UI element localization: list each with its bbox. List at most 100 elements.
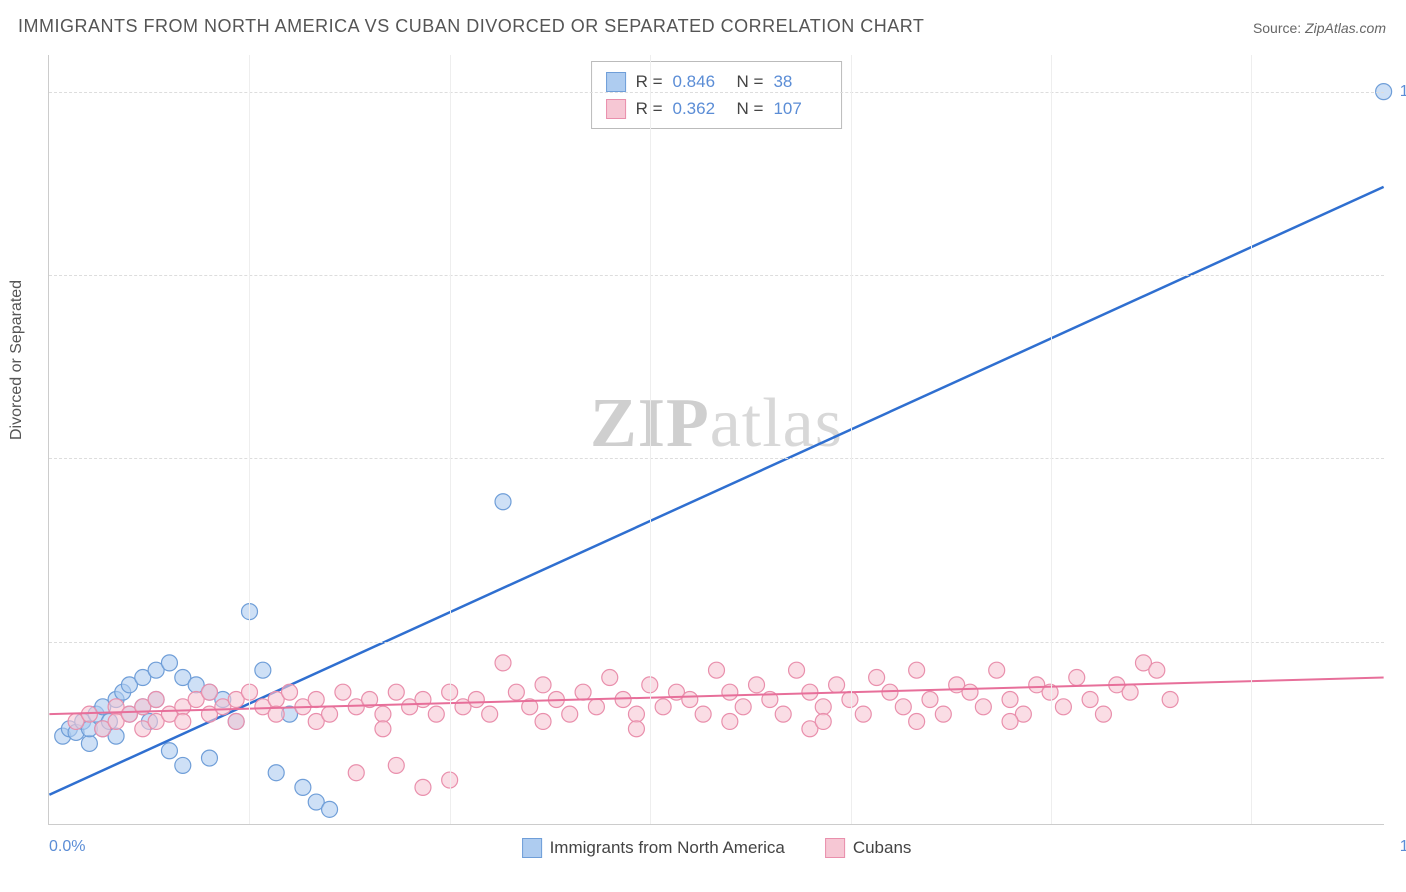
data-point [855, 706, 871, 722]
bottom-legend: Immigrants from North America Cubans [522, 838, 912, 858]
data-point [375, 721, 391, 737]
data-point [1002, 692, 1018, 708]
r-value-1: 0.362 [673, 95, 727, 122]
data-point [415, 779, 431, 795]
data-point [495, 494, 511, 510]
data-point [388, 757, 404, 773]
swatch-series-1 [606, 99, 626, 119]
y-axis-label: Divorced or Separated [8, 280, 26, 440]
data-point [535, 713, 551, 729]
chart-container: IMMIGRANTS FROM NORTH AMERICA VS CUBAN D… [0, 0, 1406, 892]
ytick-label: 25.0% [1394, 633, 1406, 651]
data-point [508, 684, 524, 700]
data-point [682, 692, 698, 708]
data-point [201, 684, 217, 700]
data-point [495, 655, 511, 671]
data-point [375, 706, 391, 722]
data-point [909, 713, 925, 729]
gridline-v [851, 55, 852, 824]
data-point [815, 699, 831, 715]
plot-area: ZIPatlas R = 0.846 N = 38 R = 0.362 N = … [48, 55, 1384, 825]
data-point [895, 699, 911, 715]
data-point [735, 699, 751, 715]
data-point [415, 692, 431, 708]
data-point [1082, 692, 1098, 708]
n-value-1: 107 [773, 95, 827, 122]
data-point [295, 779, 311, 795]
data-point [1122, 684, 1138, 700]
legend-item-1: Cubans [825, 838, 912, 858]
gridline-v [650, 55, 651, 824]
data-point [722, 684, 738, 700]
data-point [789, 662, 805, 678]
data-point [775, 706, 791, 722]
data-point [335, 684, 351, 700]
data-point [749, 677, 765, 693]
data-point [348, 765, 364, 781]
data-point [1095, 706, 1111, 722]
source-attribution: Source: ZipAtlas.com [1253, 20, 1386, 36]
swatch-series-0 [606, 72, 626, 92]
legend-label-0: Immigrants from North America [550, 838, 785, 858]
data-point [562, 706, 578, 722]
data-point [228, 713, 244, 729]
data-point [628, 721, 644, 737]
data-point [1162, 692, 1178, 708]
data-point [468, 692, 484, 708]
data-point [628, 706, 644, 722]
data-point [322, 801, 338, 817]
source-name: ZipAtlas.com [1305, 20, 1386, 36]
data-point [535, 677, 551, 693]
chart-title: IMMIGRANTS FROM NORTH AMERICA VS CUBAN D… [18, 16, 924, 37]
gridline-v [1051, 55, 1052, 824]
data-point [161, 743, 177, 759]
data-point [922, 692, 938, 708]
data-point [428, 706, 444, 722]
data-point [829, 677, 845, 693]
data-point [575, 684, 591, 700]
data-point [161, 655, 177, 671]
data-point [588, 699, 604, 715]
data-point [602, 670, 618, 686]
xtick-label: 0.0% [49, 838, 85, 856]
gridline-v [450, 55, 451, 824]
data-point [962, 684, 978, 700]
data-point [1069, 670, 1085, 686]
stats-row-1: R = 0.362 N = 107 [606, 95, 828, 122]
data-point [909, 662, 925, 678]
data-point [709, 662, 725, 678]
data-point [148, 692, 164, 708]
data-point [81, 735, 97, 751]
data-point [815, 713, 831, 729]
legend-item-0: Immigrants from North America [522, 838, 785, 858]
gridline-v [1251, 55, 1252, 824]
data-point [869, 670, 885, 686]
gridline-v [249, 55, 250, 824]
n-label-1: N = [737, 95, 764, 122]
source-label: Source: [1253, 20, 1301, 36]
data-point [975, 699, 991, 715]
data-point [201, 750, 217, 766]
ytick-label: 75.0% [1394, 266, 1406, 284]
data-point [1055, 699, 1071, 715]
r-label-1: R = [636, 95, 663, 122]
data-point [1002, 713, 1018, 729]
data-point [482, 706, 498, 722]
ytick-label: 50.0% [1394, 449, 1406, 467]
data-point [722, 713, 738, 729]
data-point [655, 699, 671, 715]
legend-swatch-0 [522, 838, 542, 858]
data-point [255, 662, 271, 678]
data-point [308, 692, 324, 708]
data-point [695, 706, 711, 722]
data-point [1149, 662, 1165, 678]
data-point [935, 706, 951, 722]
xtick-label: 100.0% [1394, 838, 1406, 856]
legend-swatch-1 [825, 838, 845, 858]
data-point [175, 713, 191, 729]
data-point [268, 765, 284, 781]
data-point [322, 706, 338, 722]
data-point [282, 684, 298, 700]
legend-label-1: Cubans [853, 838, 912, 858]
data-point [175, 757, 191, 773]
